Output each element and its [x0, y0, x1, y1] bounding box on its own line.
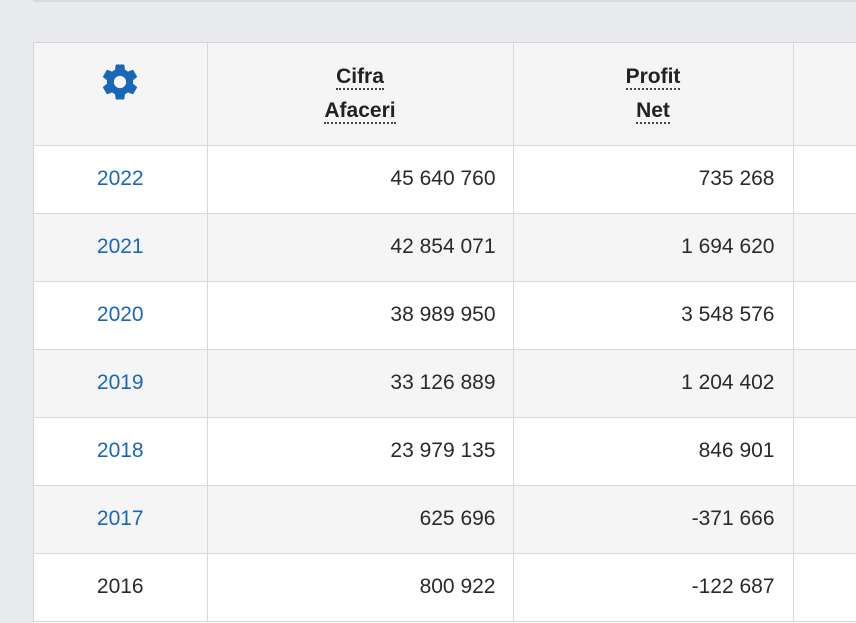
- year-link[interactable]: 2022: [34, 145, 208, 214]
- table-row: 2020 38 989 950 3 548 576: [34, 281, 856, 350]
- extra-cell: [793, 213, 856, 282]
- extra-cell: [793, 145, 856, 214]
- table-row: 2017 625 696 -371 666: [34, 485, 856, 554]
- year-link[interactable]: 2019: [34, 349, 208, 418]
- header-cifra-line1: Cifra: [336, 64, 384, 90]
- header-profit-line1: Profit: [625, 64, 681, 90]
- header-profit-net[interactable]: Profit Net: [513, 43, 794, 146]
- cifra-afaceri-value: 38 989 950: [207, 281, 514, 350]
- year-link[interactable]: 2021: [34, 213, 208, 282]
- profit-net-value: 1 204 402: [513, 349, 794, 418]
- profit-net-value: 1 694 620: [513, 213, 794, 282]
- extra-cell: [793, 553, 856, 622]
- profit-net-value: -371 666: [513, 485, 794, 554]
- table-row: 2016 800 922 -122 687: [34, 553, 856, 622]
- year-link[interactable]: 2017: [34, 485, 208, 554]
- profit-net-value: -122 687: [513, 553, 794, 622]
- extra-cell: [793, 349, 856, 418]
- year-link[interactable]: 2018: [34, 417, 208, 486]
- cifra-afaceri-value: 625 696: [207, 485, 514, 554]
- table-row: 2021 42 854 071 1 694 620: [34, 213, 856, 282]
- table-row: 2019 33 126 889 1 204 402: [34, 349, 856, 418]
- cifra-afaceri-value: 42 854 071: [207, 213, 514, 282]
- cifra-afaceri-value: 45 640 760: [207, 145, 514, 214]
- financial-table-container: Cifra Afaceri Profit Net 2022 45 640 760…: [33, 42, 856, 623]
- table-row: 2018 23 979 135 846 901: [34, 417, 856, 486]
- settings-header-cell[interactable]: [34, 43, 208, 146]
- header-profit-line2: Net: [636, 98, 670, 124]
- header-cifra-afaceri[interactable]: Cifra Afaceri: [207, 43, 514, 146]
- year-link[interactable]: 2020: [34, 281, 208, 350]
- profit-net-value: 846 901: [513, 417, 794, 486]
- profit-net-value: 735 268: [513, 145, 794, 214]
- gear-icon[interactable]: [99, 61, 141, 103]
- table-header-row: Cifra Afaceri Profit Net: [34, 43, 856, 146]
- table-row: 2022 45 640 760 735 268: [34, 145, 856, 214]
- header-extra-column: [793, 43, 856, 146]
- financial-table: Cifra Afaceri Profit Net 2022 45 640 760…: [34, 43, 856, 622]
- cifra-afaceri-value: 800 922: [207, 553, 514, 622]
- cifra-afaceri-value: 23 979 135: [207, 417, 514, 486]
- profit-net-value: 3 548 576: [513, 281, 794, 350]
- year-text: 2016: [34, 553, 208, 622]
- extra-cell: [793, 417, 856, 486]
- cifra-afaceri-value: 33 126 889: [207, 349, 514, 418]
- extra-cell: [793, 281, 856, 350]
- extra-cell: [793, 485, 856, 554]
- header-cifra-line2: Afaceri: [324, 98, 396, 124]
- top-divider: [33, 0, 856, 2]
